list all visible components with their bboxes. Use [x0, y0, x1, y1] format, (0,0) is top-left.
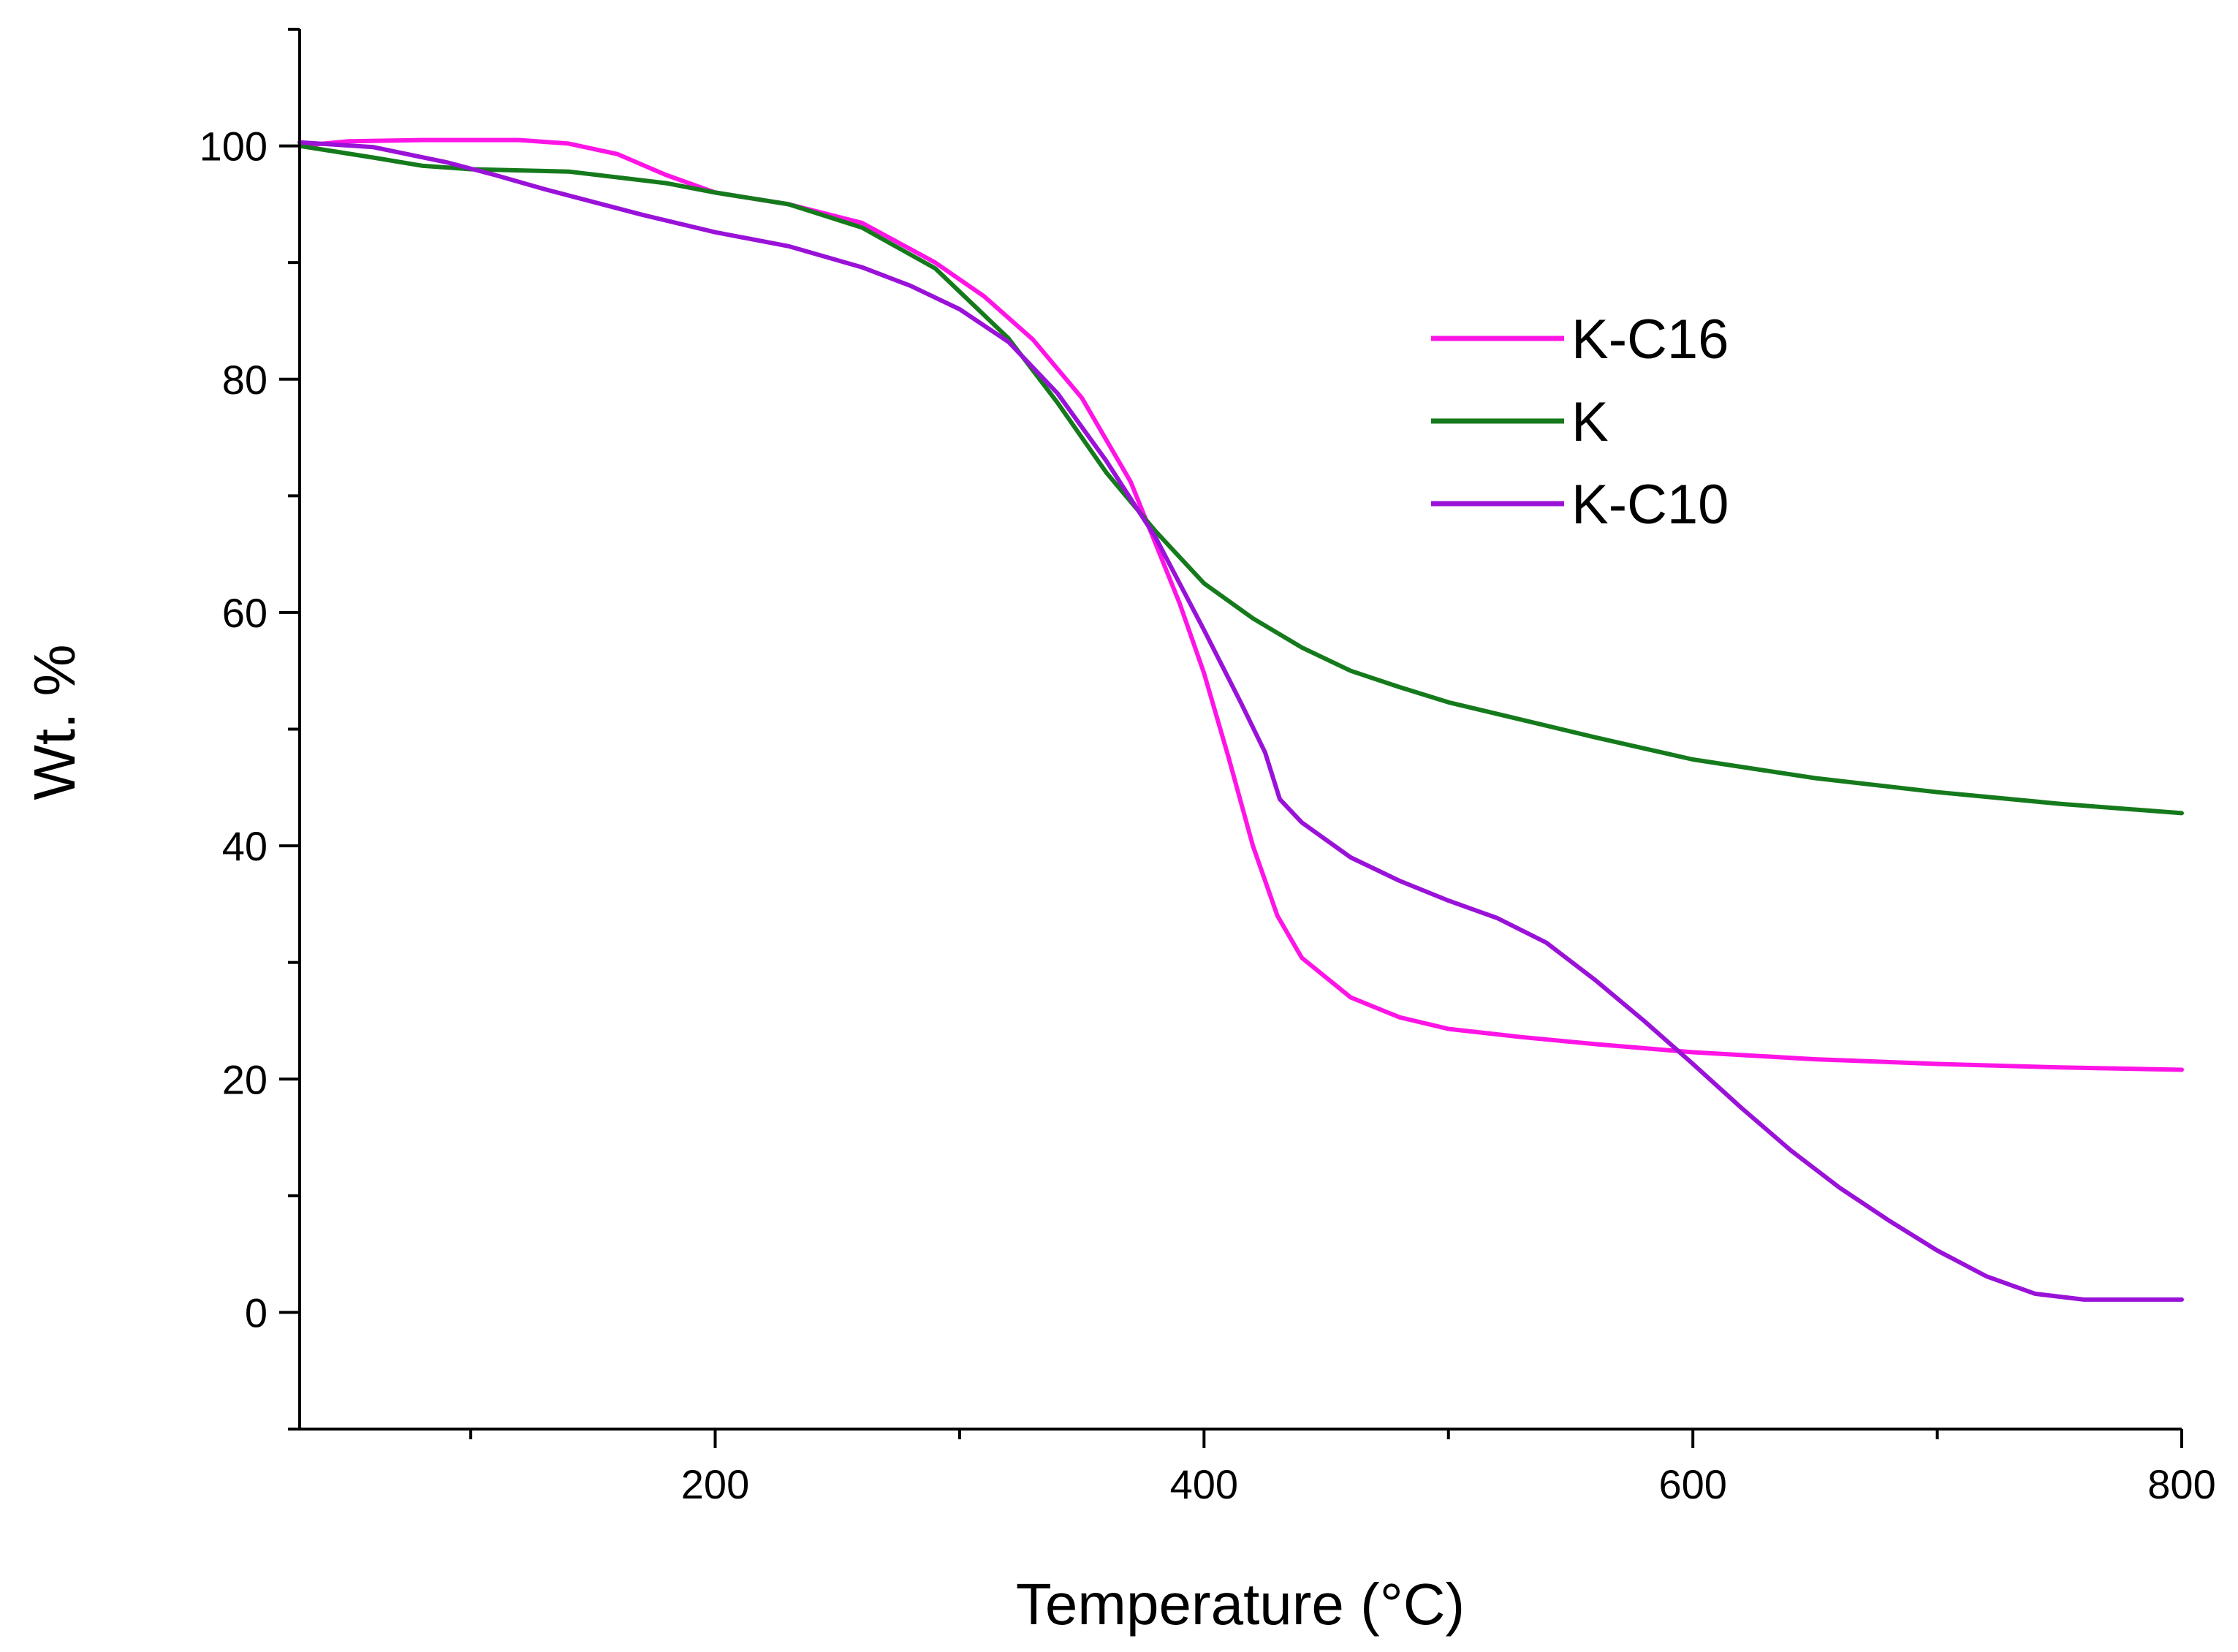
legend-label-k-c10: K-C10: [1571, 474, 1729, 536]
series-layer: [297, 137, 2184, 1302]
legend-label-k: K: [1571, 391, 1609, 453]
series-line-k-c16: [297, 137, 2184, 1072]
series-line-k-c10: [297, 140, 2184, 1302]
plot-area: [297, 137, 2184, 1302]
x-tick-label: 600: [1658, 1461, 1726, 1507]
y-tick-label: 80: [222, 357, 268, 403]
series-line-k: [297, 143, 2184, 816]
x-tick-label: 200: [681, 1461, 749, 1507]
y-axis-title: Wt. %: [22, 644, 87, 800]
legend: K-C16 K K-C10: [1431, 308, 1729, 536]
y-tick-label: 20: [222, 1056, 268, 1102]
y-tick-label: 100: [200, 124, 268, 170]
legend-label-k-c16: K-C16: [1571, 308, 1729, 371]
x-tick-label: 800: [2147, 1461, 2215, 1507]
x-tick-label: 400: [1170, 1461, 1238, 1507]
y-tick-label: 40: [222, 823, 268, 869]
y-tick-label: 60: [222, 590, 268, 636]
x-axis-title: Temperature (°C): [1016, 1572, 1465, 1637]
y-tick-label: 0: [245, 1289, 268, 1335]
x-axis-ticks: 200 400 600 800: [469, 1429, 2216, 1507]
y-axis-ticks: 0 20 40 60 80 100: [200, 28, 300, 1431]
